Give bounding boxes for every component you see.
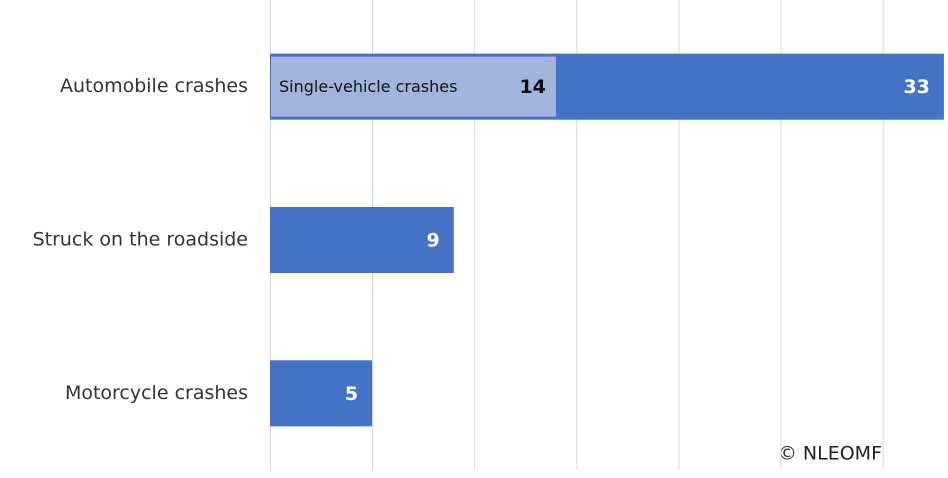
category-label: Automobile crashes	[60, 75, 248, 97]
category-label: Struck on the roadside	[33, 229, 248, 251]
value-label: 33	[903, 76, 929, 98]
value-label: 9	[427, 230, 440, 252]
overlay-bar	[271, 56, 556, 117]
copyright: © NLEOMF	[778, 443, 882, 465]
bar	[270, 360, 373, 427]
bar	[270, 207, 454, 273]
value-label: 5	[345, 383, 358, 405]
overlay-name: Single-vehicle crashes	[279, 77, 457, 96]
overlay-value-label: 14	[519, 76, 545, 98]
category-label: Motorcycle crashes	[65, 382, 248, 404]
